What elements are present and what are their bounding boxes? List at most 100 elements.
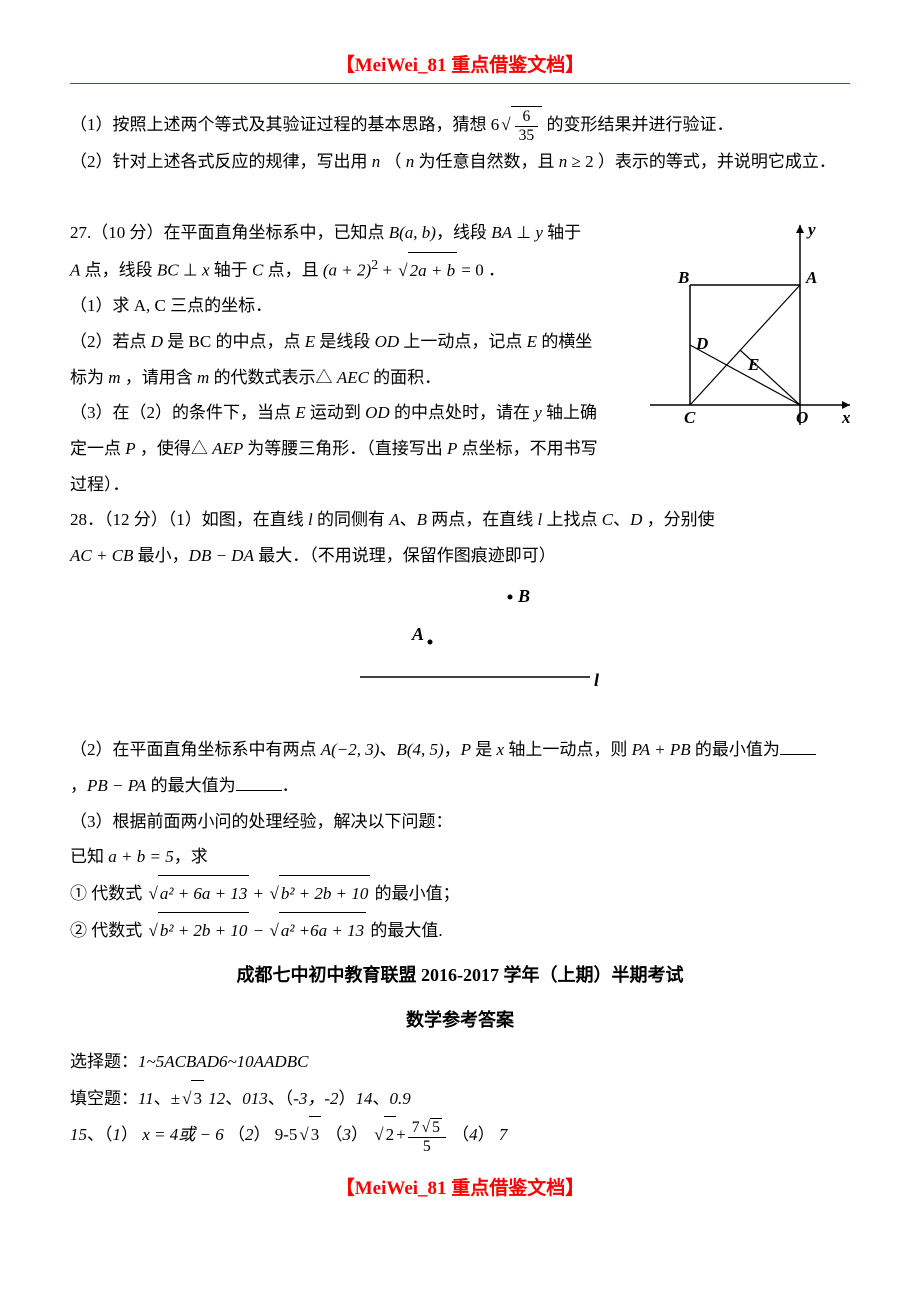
- perp-icon: ⊥: [512, 223, 535, 242]
- expr-ab5: a + b = 5: [108, 847, 173, 866]
- q26-p2-c: 为任意自然数，且: [414, 152, 559, 171]
- expr-PBPA: PB − PA: [87, 776, 146, 795]
- blank-fill: [780, 737, 816, 755]
- point-B45: B(4, 5): [396, 740, 443, 759]
- f13-val: -3，-2: [293, 1089, 338, 1108]
- q28-p2-d: 是: [471, 740, 497, 759]
- sqrt5: 5: [430, 1118, 442, 1136]
- expr-DBDA: DB − DA: [189, 546, 254, 565]
- blank-fill: [236, 773, 282, 791]
- q28-l1-d: 两点，在直线: [427, 510, 538, 529]
- q28-line1: 28．（12 分）（1）如图，在直线 l 的同侧有 A、B 两点，在直线 l 上…: [70, 502, 850, 538]
- seg-BA: BA: [491, 223, 512, 242]
- sqrt-icon: a² + 6a + 13: [147, 875, 250, 912]
- point-A: A: [389, 510, 399, 529]
- seg-BC: BC: [157, 261, 179, 280]
- q26-coef: 6: [491, 115, 500, 134]
- point-E: E: [295, 403, 305, 422]
- open: （: [228, 1125, 245, 1144]
- sep: 、: [400, 510, 417, 529]
- q27-p3-a: （3）在（2）的条件下，当点: [70, 403, 295, 422]
- choice-label: 选择题：: [70, 1052, 138, 1071]
- eq-zero: = 0 ．: [457, 261, 505, 280]
- seg-OD: OD: [365, 403, 390, 422]
- close: ）: [254, 1125, 271, 1144]
- seg-OD: OD: [375, 332, 400, 351]
- sep: 、（: [87, 1125, 113, 1144]
- sqrt-2ab: 2a + b: [408, 252, 457, 289]
- q27-p3l2-b: ，使得△: [136, 439, 208, 458]
- sqrt-icon: 3: [297, 1116, 321, 1153]
- close: ）: [121, 1125, 138, 1144]
- q26-part1: （1）按照上述两个等式及其验证过程的基本思路，猜想 6635 的变形结果并进行验…: [70, 106, 850, 144]
- q26-p1-before: （1）按照上述两个等式及其验证过程的基本思路，猜想: [70, 115, 491, 134]
- q27-p2-b: 是 BC 的中点，点: [163, 332, 305, 351]
- q28-l2-b: 最小，: [133, 546, 188, 565]
- frac-den: 35: [515, 127, 539, 144]
- q27-l2-d: 轴于: [209, 261, 252, 280]
- sqrt-icon: 2: [372, 1116, 396, 1153]
- sqrt-icon: b² + 2b + 10: [147, 912, 250, 949]
- sqrt-frac: 635: [511, 106, 543, 144]
- plus-icon: +: [378, 261, 396, 280]
- point-A: A: [70, 261, 80, 280]
- q27-p2l2-d: 的面积．: [373, 368, 441, 387]
- l15-1: 1: [113, 1125, 122, 1144]
- sqrt1: a² + 6a + 13: [158, 875, 250, 912]
- page-footer: 【MeiWei_81 重点借鉴文档】: [70, 1173, 850, 1200]
- sqrt-icon: a² +6a + 13: [267, 912, 366, 949]
- item1-a: ① 代数式: [70, 884, 147, 903]
- sep: 、: [613, 510, 630, 529]
- point-B: B: [417, 510, 427, 529]
- q28-p2l2-a: ，: [70, 776, 87, 795]
- minus-icon: −: [249, 921, 267, 940]
- q28-l2-d: 最大．（不用说理，保留作图痕迹即可）: [254, 546, 556, 565]
- l15-4val: 7: [499, 1125, 508, 1144]
- f12-label: 12: [208, 1089, 225, 1108]
- expr-PAPB: PA + PB: [632, 740, 691, 759]
- q26-part2: （2）针对上述各式反应的规律，写出用 n （ n 为任意自然数，且 n ≥ 2 …: [70, 144, 850, 180]
- label-l: l: [594, 670, 599, 690]
- q26-p2-ge: ≥ 2: [567, 152, 598, 171]
- label-C: C: [684, 408, 696, 427]
- answers-choice: 选择题：1~5ACBAD6~10AADBC: [70, 1044, 850, 1080]
- label-O: O: [796, 408, 808, 427]
- q27-p3-b: 运动到: [306, 403, 366, 422]
- frac-num: 6: [515, 108, 539, 126]
- tri-AEP: AEP: [208, 439, 247, 458]
- expr-a2: (a + 2): [323, 261, 371, 280]
- point-P: P: [447, 439, 457, 458]
- axis-y: y: [534, 403, 542, 422]
- label-D: D: [695, 334, 708, 353]
- sqrt4: a² +6a + 13: [279, 912, 366, 949]
- q28-p3l2-a: 已知: [70, 847, 108, 866]
- point-D: D: [630, 510, 642, 529]
- frac-num: 75: [408, 1118, 446, 1137]
- q28-p2-l1: （2）在平面直角坐标系中有两点 A(−2, 3)、B(4, 5)，P 是 x 轴…: [70, 732, 850, 768]
- tri-AEC: AEC: [333, 368, 374, 387]
- var-n: n: [559, 152, 568, 171]
- q26-p1-after: 的变形结果并进行验证．: [546, 115, 733, 134]
- sqrt2: 2: [384, 1116, 397, 1153]
- period: ．: [282, 776, 299, 795]
- frac: 755: [408, 1118, 446, 1154]
- q28-l1-a: 28．（12 分）（1）如图，在直线: [70, 510, 308, 529]
- point-B: B(a, b): [389, 223, 436, 242]
- label-x: x: [841, 408, 851, 427]
- q27-p2l2-a: 标为: [70, 368, 108, 387]
- perp-icon: ⊥: [179, 261, 202, 280]
- sep: 、: [225, 1089, 242, 1108]
- l15-3: 3: [343, 1125, 352, 1144]
- close: ）: [478, 1125, 495, 1144]
- answers-title2: 数学参考答案: [70, 1002, 850, 1040]
- q28-item1: ① 代数式 a² + 6a + 13 + b² + 2b + 10 的最小值；: [70, 875, 850, 912]
- q27-p3l2-a: 定一点: [70, 439, 125, 458]
- answers-fill: 填空题：11、±3 12、013、（-3，-2）14、0.9: [70, 1080, 850, 1117]
- plus-icon: +: [249, 884, 267, 903]
- fill-label: 填空题：: [70, 1089, 138, 1108]
- q27-p2-c: 是线段: [315, 332, 375, 351]
- plus-icon: +: [396, 1125, 406, 1144]
- sep: 、: [373, 1089, 390, 1108]
- f12-val: 013: [242, 1089, 268, 1108]
- sqrt3: 3: [191, 1080, 204, 1117]
